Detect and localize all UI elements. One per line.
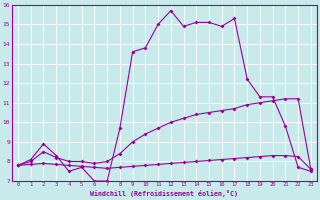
- X-axis label: Windchill (Refroidissement éolien,°C): Windchill (Refroidissement éolien,°C): [91, 190, 238, 197]
